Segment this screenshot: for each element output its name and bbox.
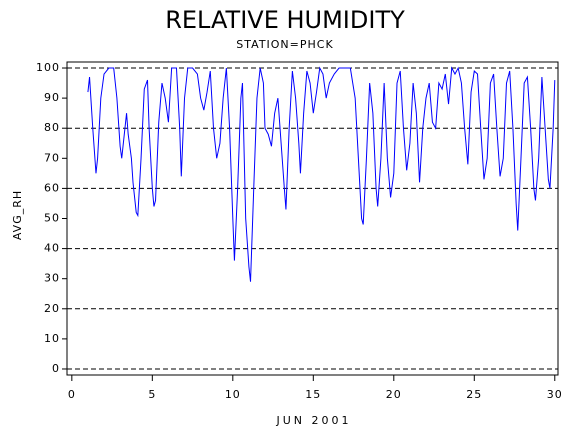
x-tick-label: 30 (547, 388, 563, 401)
y-tick-label: 40 (44, 242, 60, 255)
y-tick-label: 10 (44, 332, 60, 345)
y-tick-label: 80 (44, 121, 60, 134)
x-tick-label: 5 (148, 388, 156, 401)
y-tick-label: 60 (44, 181, 60, 194)
x-tick-label: 20 (386, 388, 402, 401)
y-tick-label: 0 (52, 362, 60, 375)
y-tick-label: 50 (44, 212, 60, 225)
y-tick-label: 30 (44, 272, 60, 285)
x-tick-label: 15 (305, 388, 321, 401)
chart-subtitle: STATION=PHCK (236, 38, 333, 51)
x-axis-label: JUN 2001 (275, 414, 351, 427)
y-tick-label: 20 (44, 302, 60, 315)
x-tick-label: 10 (225, 388, 241, 401)
humidity-line (87, 66, 556, 282)
x-tick-label: 0 (68, 388, 76, 401)
y-axis-label: AVG_RH (11, 190, 24, 240)
y-tick-label: 70 (44, 151, 60, 164)
x-tick-label: 25 (466, 388, 482, 401)
y-tick-label: 90 (44, 91, 60, 104)
y-tick-label: 100 (36, 61, 60, 74)
chart-title: RELATIVE HUMIDITY (165, 6, 405, 34)
